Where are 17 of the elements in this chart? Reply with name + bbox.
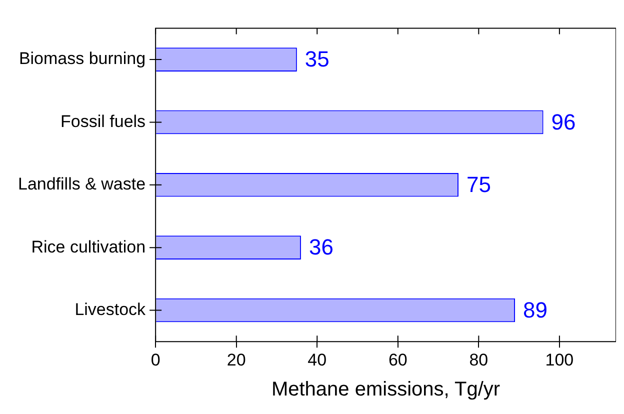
data-label: 35 bbox=[304, 46, 330, 72]
y-tick-label: Livestock bbox=[74, 300, 146, 319]
y-tick-label: Landfills & waste bbox=[18, 174, 146, 194]
x-tick-label: 40 bbox=[308, 350, 327, 370]
x-axis-title: Methane emissions, Tg/yr bbox=[271, 378, 500, 401]
y-tick-label: Rice cultivation bbox=[31, 237, 146, 256]
data-label: 96 bbox=[551, 109, 576, 134]
x-tick-label: 100 bbox=[545, 350, 574, 370]
data-label: 89 bbox=[523, 297, 548, 322]
data-label: 75 bbox=[466, 172, 491, 197]
x-tick-label: 80 bbox=[469, 350, 488, 370]
data-label: 36 bbox=[308, 234, 334, 260]
x-tick-label: 20 bbox=[226, 350, 246, 370]
y-tick-label: Fossil fuels bbox=[60, 112, 146, 131]
x-tick-label: 60 bbox=[388, 350, 408, 370]
x-tick-label: 0 bbox=[150, 350, 160, 370]
y-tick-label: Biomass burning bbox=[18, 49, 146, 68]
